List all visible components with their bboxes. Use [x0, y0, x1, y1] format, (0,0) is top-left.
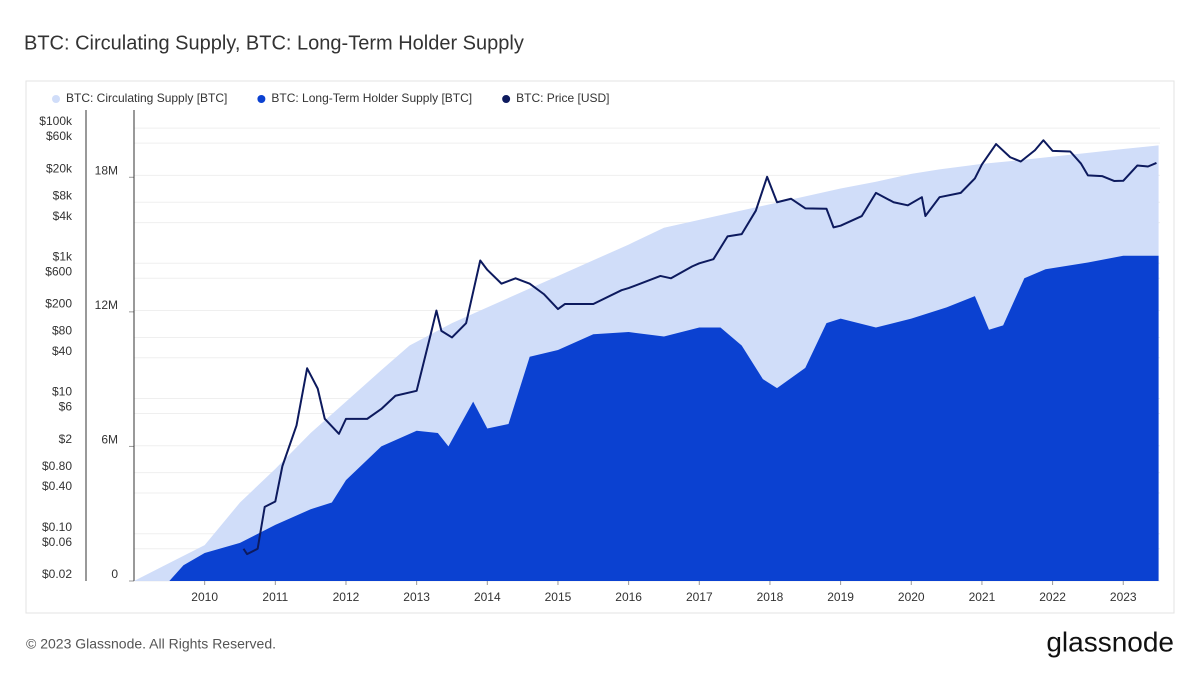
x-tick-label: 2017 [686, 590, 713, 604]
y2-tick-label: 0 [111, 567, 118, 581]
y2-tick-label: 12M [95, 298, 118, 312]
y2-tick-label: 6M [101, 433, 118, 447]
x-tick-label: 2019 [827, 590, 854, 604]
x-tick-label: 2011 [262, 590, 288, 604]
x-tick-label: 2015 [545, 590, 572, 604]
y-tick-label: $8k [53, 188, 73, 202]
y2-tick-label: 18M [95, 163, 118, 177]
brand-logo: glassnode [1046, 626, 1174, 657]
y-tick-label: $0.80 [42, 459, 72, 473]
y-tick-label: $0.06 [42, 535, 72, 549]
y-tick-label: $4k [53, 209, 73, 223]
x-tick-label: 2012 [333, 590, 360, 604]
y-tick-label: $600 [45, 264, 72, 278]
y-tick-label: $0.40 [42, 479, 72, 493]
x-tick-label: 2010 [191, 590, 218, 604]
chart-frame [25, 80, 1175, 614]
y-tick-label: $0.10 [42, 520, 72, 534]
y-tick-label: $0.02 [42, 567, 72, 581]
y-tick-label: $100k [39, 114, 73, 128]
x-tick-label: 2014 [474, 590, 501, 604]
x-tick-label: 2023 [1110, 590, 1137, 604]
y-tick-label: $80 [52, 324, 72, 338]
y-tick-label: $60k [46, 129, 73, 143]
area [169, 255, 1159, 582]
legend-label: BTC: Circulating Supply [BTC] [66, 91, 227, 105]
legend-label: BTC: Long-Term Holder Supply [BTC] [271, 91, 472, 105]
y-tick-label: $1k [53, 249, 73, 263]
y-tick-label: $2 [59, 432, 73, 446]
footer: © 2023 Glassnode. All Rights Reserved. [26, 636, 276, 652]
legend-label: BTC: Price [USD] [516, 91, 609, 105]
legend-marker [257, 95, 266, 103]
x-tick-label: 2016 [615, 590, 642, 604]
x-tick-label: 2021 [969, 590, 996, 604]
y-tick-label: $6 [59, 400, 73, 414]
x-tick-label: 2013 [403, 590, 430, 604]
y-tick-label: $10 [52, 385, 72, 399]
legend-marker [52, 95, 60, 103]
chart-title: BTC: Circulating Supply, BTC: Long-Term … [24, 32, 524, 54]
x-tick-label: 2020 [898, 590, 925, 604]
x-tick-label: 2018 [757, 590, 784, 604]
y-tick-label: $20k [46, 161, 73, 175]
y-tick-label: $40 [52, 344, 72, 358]
price-line [242, 139, 1157, 556]
legend-marker [502, 95, 511, 103]
y-tick-label: $200 [45, 297, 72, 311]
x-tick-label: 2022 [1039, 590, 1066, 604]
